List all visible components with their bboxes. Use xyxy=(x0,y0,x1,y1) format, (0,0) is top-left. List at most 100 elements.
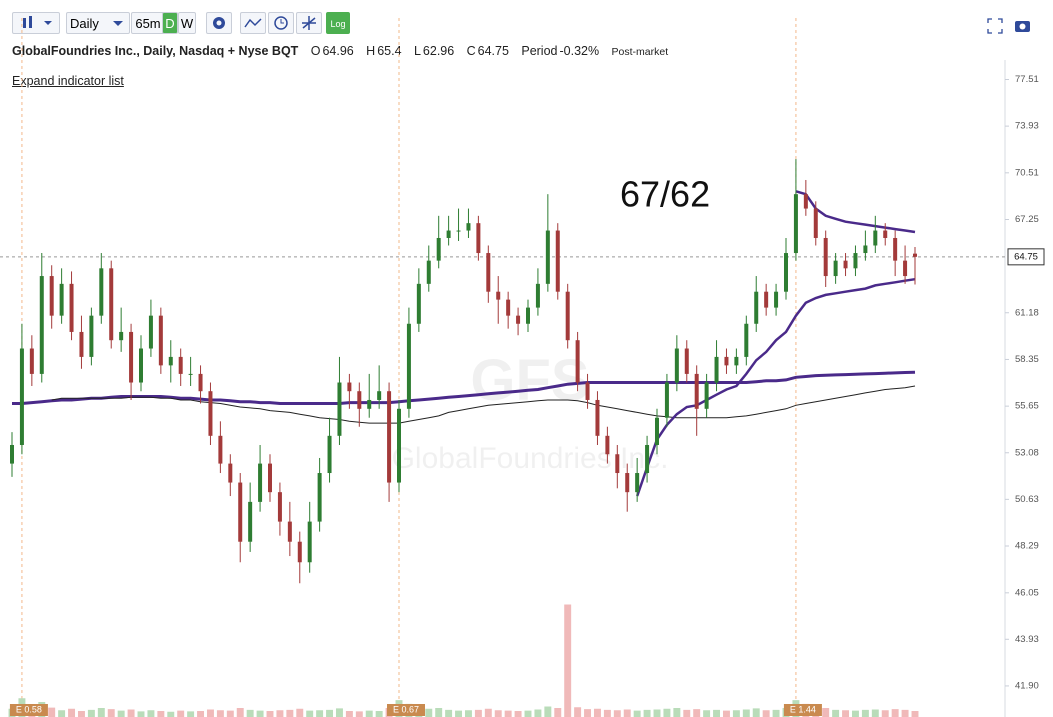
period-label: Period xyxy=(521,44,558,58)
candle-body xyxy=(49,276,54,316)
fullscreen-icon[interactable] xyxy=(986,17,1004,35)
volume-bar xyxy=(693,709,701,717)
volume-bar xyxy=(137,711,145,717)
candle-body xyxy=(436,237,441,261)
volume-bar xyxy=(732,710,740,717)
volume-bar xyxy=(742,709,750,717)
volume-bar xyxy=(58,710,66,717)
y-tick-label: 70.51 xyxy=(1015,167,1039,178)
volume-bar xyxy=(494,710,502,717)
volume-bar xyxy=(147,710,155,717)
clock-icon xyxy=(274,16,288,30)
candle-body xyxy=(714,356,719,383)
candle-body xyxy=(337,382,342,436)
candle-body xyxy=(79,331,84,357)
interval-label: Daily xyxy=(70,16,99,31)
symbol-title: GlobalFoundries Inc., Daily, Nasdaq + Ny… xyxy=(12,44,299,58)
candle-body xyxy=(168,356,173,366)
candle-body xyxy=(793,194,798,254)
event-box xyxy=(9,704,48,716)
draw-button[interactable] xyxy=(240,12,266,34)
candle-body xyxy=(506,299,511,316)
volume-bar xyxy=(832,709,840,717)
volume-bar xyxy=(167,711,175,717)
candle-body xyxy=(555,230,560,292)
volume-bar xyxy=(574,707,582,717)
candle-body xyxy=(674,348,679,383)
chart-type-button[interactable] xyxy=(12,12,60,34)
volume-bar xyxy=(206,709,214,717)
candle-body xyxy=(833,260,838,277)
event-label: E 0.58 xyxy=(16,704,42,714)
candle-body xyxy=(734,356,739,366)
candle-body xyxy=(575,340,580,383)
candle-body xyxy=(277,492,282,522)
candle-body xyxy=(89,315,94,357)
candle-body xyxy=(893,237,898,261)
candle-body xyxy=(198,373,203,392)
candle-body xyxy=(109,268,114,341)
settings-button[interactable] xyxy=(206,12,232,34)
volume-bar xyxy=(445,709,453,717)
candle-body xyxy=(387,391,392,483)
candle-body xyxy=(585,382,590,400)
volume-bar xyxy=(891,709,899,717)
candle-body xyxy=(287,521,292,542)
volume-bar xyxy=(425,708,433,717)
interval-select[interactable]: Daily xyxy=(66,12,130,34)
compare-button[interactable] xyxy=(296,12,322,34)
time-button[interactable] xyxy=(268,12,294,34)
volume-bar xyxy=(107,709,115,717)
y-tick-label: 46.05 xyxy=(1015,587,1039,598)
compare-icon xyxy=(302,16,316,30)
ohlc-value: 64.96 xyxy=(322,44,354,58)
watermark-name: GlobalFoundries Inc. xyxy=(392,442,669,475)
candle-body xyxy=(863,245,868,254)
volume-bar xyxy=(544,706,552,717)
candle-body xyxy=(684,348,689,374)
candle-body xyxy=(873,230,878,246)
volume-bar xyxy=(48,707,56,717)
candle-body xyxy=(595,399,600,436)
candle-body xyxy=(377,391,382,400)
candle-body xyxy=(397,408,401,483)
candle-body xyxy=(456,230,461,232)
candle-body xyxy=(426,260,431,284)
candle-body xyxy=(347,382,352,392)
volume-bar xyxy=(375,711,383,717)
ohlc-value: 65.4 xyxy=(377,44,402,58)
candle-body xyxy=(327,435,332,474)
candle-body xyxy=(913,253,917,257)
volume-bar xyxy=(564,604,572,717)
log-button[interactable]: Log xyxy=(326,12,350,34)
weekly-button[interactable]: W xyxy=(178,12,196,34)
candle-body xyxy=(416,283,421,324)
overlay-line xyxy=(51,385,916,424)
candle-body xyxy=(744,323,749,357)
volume-bar xyxy=(762,710,770,717)
candle-body xyxy=(784,253,788,292)
daily-button[interactable]: D xyxy=(162,12,178,34)
candle-body xyxy=(754,291,759,324)
volume-bar xyxy=(286,709,294,717)
candle-body xyxy=(19,348,24,445)
period-change: -0.32% xyxy=(559,44,600,58)
volume-bar xyxy=(514,711,522,717)
candle-body xyxy=(228,463,233,483)
expand-indicator-link[interactable]: Expand indicator list xyxy=(12,74,124,88)
candle-body xyxy=(148,315,153,349)
y-tick-label: 43.93 xyxy=(1015,634,1039,645)
candle-body xyxy=(268,463,272,493)
volume-bar xyxy=(484,708,492,717)
chart-header: GlobalFoundries Inc., Daily, Nasdaq + Ny… xyxy=(12,44,670,58)
candle-body xyxy=(605,435,610,455)
volume-bar xyxy=(216,710,224,717)
candle-body xyxy=(545,230,550,284)
y-tick-label: 55.65 xyxy=(1015,401,1039,412)
camera-icon[interactable] xyxy=(1013,17,1033,35)
ohlc-label: C xyxy=(466,44,476,58)
candle-body xyxy=(764,291,769,308)
candle-body xyxy=(526,307,530,324)
volume-bar xyxy=(68,708,76,717)
